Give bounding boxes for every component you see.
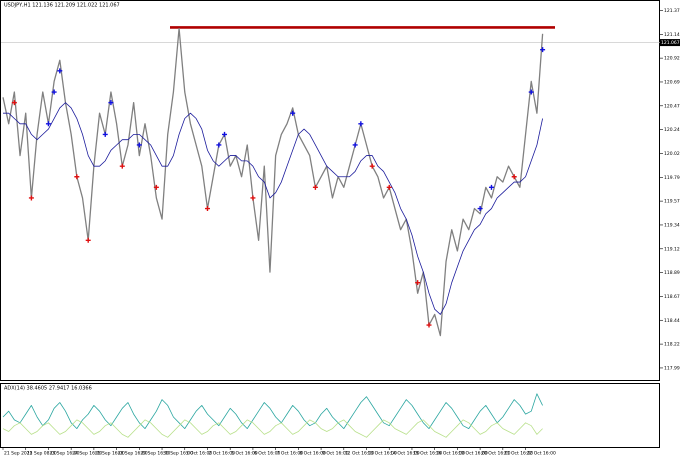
x-tick-label: 14 Oct 16:00 [390, 451, 419, 457]
price-line [3, 102, 543, 315]
signal-marker [108, 100, 114, 106]
y-tick-label: 121.370 [664, 8, 680, 14]
signal-marker [85, 237, 91, 243]
y-tick-label: 117.995 [664, 365, 680, 371]
indicator-title: ADX(14) 38.4605 27.9417 16.0366 [4, 386, 92, 392]
chart-title: USDJPY,H1 121.136 121.209 121.022 121.06… [4, 3, 120, 9]
y-tick-label: 121.145 [664, 32, 680, 38]
y-tick-label: 120.470 [664, 103, 680, 109]
x-tick-label: 13 Oct 16:00 [368, 451, 397, 457]
y-tick-label: 120.920 [664, 56, 680, 62]
indicator-line [2, 393, 543, 429]
y-tick-label: 118.220 [664, 342, 680, 348]
signal-marker [488, 184, 494, 190]
x-tick-label: 15 Oct 16:00 [413, 451, 442, 457]
x-tick-label: 29 Sep 16:00 [140, 451, 170, 457]
x-tick-label: 8 Oct 16:00 [299, 451, 326, 457]
current-price-label: 121.067 [661, 40, 680, 46]
signal-marker [136, 142, 142, 148]
indicator-panel [0, 383, 660, 448]
y-tick-label: 119.570 [664, 199, 680, 205]
y-tick-label: 120.695 [664, 79, 680, 85]
signal-marker [290, 110, 296, 116]
signal-marker [415, 280, 421, 286]
y-tick-label: 118.445 [664, 318, 680, 324]
x-tick-label: 1 Oct 16:00 [186, 451, 213, 457]
signal-marker [11, 100, 17, 106]
x-tick-label: 25 Sep 16:00 [95, 451, 125, 457]
signal-marker [51, 89, 57, 95]
signal-marker [119, 163, 125, 169]
x-tick-label: 30 Sep 16:00 [163, 451, 193, 457]
x-tick-label: 21 Sep 2015 [4, 451, 33, 457]
x-tick-label: 19 Oct 16:00 [458, 451, 487, 457]
signal-marker [352, 142, 358, 148]
signal-marker [74, 174, 80, 180]
x-tick-label: 22 Sep 08:00 [27, 451, 57, 457]
main-panel [0, 0, 660, 381]
x-tick-label: 2 Oct 16:00 [208, 451, 235, 457]
x-tick-label: 24 Sep 16:00 [72, 451, 102, 457]
signal-marker [426, 322, 432, 328]
price-line [2, 27, 544, 337]
signal-marker [528, 89, 534, 95]
signal-marker [358, 121, 364, 127]
x-tick-label: 7 Oct 16:00 [277, 451, 304, 457]
x-tick-label: 9 Oct 16:00 [322, 451, 349, 457]
signal-marker [250, 195, 256, 201]
x-tick-label: 16 Oct 16:00 [436, 451, 465, 457]
x-tick-label: 6 Oct 16:00 [254, 451, 281, 457]
signal-marker [386, 184, 392, 190]
signal-marker [45, 121, 51, 127]
y-tick-label: 120.245 [664, 127, 680, 133]
y-tick-label: 120.020 [664, 151, 680, 157]
x-tick-label: 20 Oct 16:00 [481, 451, 510, 457]
y-tick-label: 119.795 [664, 175, 680, 181]
signal-marker [153, 184, 159, 190]
y-tick-label: 118.670 [664, 294, 680, 300]
signal-marker [216, 142, 222, 148]
x-tick-label: 23 Sep 16:00 [49, 451, 79, 457]
signal-marker [477, 206, 483, 212]
signal-marker [222, 131, 228, 137]
signal-marker [540, 47, 546, 53]
signal-marker [312, 184, 318, 190]
signal-marker [204, 206, 210, 212]
indicator-line [2, 419, 543, 438]
y-tick-label: 119.345 [664, 222, 680, 228]
signal-marker [369, 163, 375, 169]
x-tick-label: 28 Sep 16:00 [118, 451, 148, 457]
x-tick-label: 5 Oct 16:00 [231, 451, 258, 457]
x-tick-label: 12 Oct 16:00 [345, 451, 374, 457]
y-tick-label: 118.895 [664, 270, 680, 276]
y-tick-label: 119.120 [664, 246, 680, 252]
signal-marker [28, 195, 34, 201]
x-tick-label: 21 Oct 16:00 [504, 451, 533, 457]
signal-marker [57, 68, 63, 74]
signal-marker [511, 174, 517, 180]
current-price-tag [660, 39, 680, 47]
x-tick-label: 22 Oct 16:00 [527, 451, 556, 457]
signal-marker [102, 131, 108, 137]
